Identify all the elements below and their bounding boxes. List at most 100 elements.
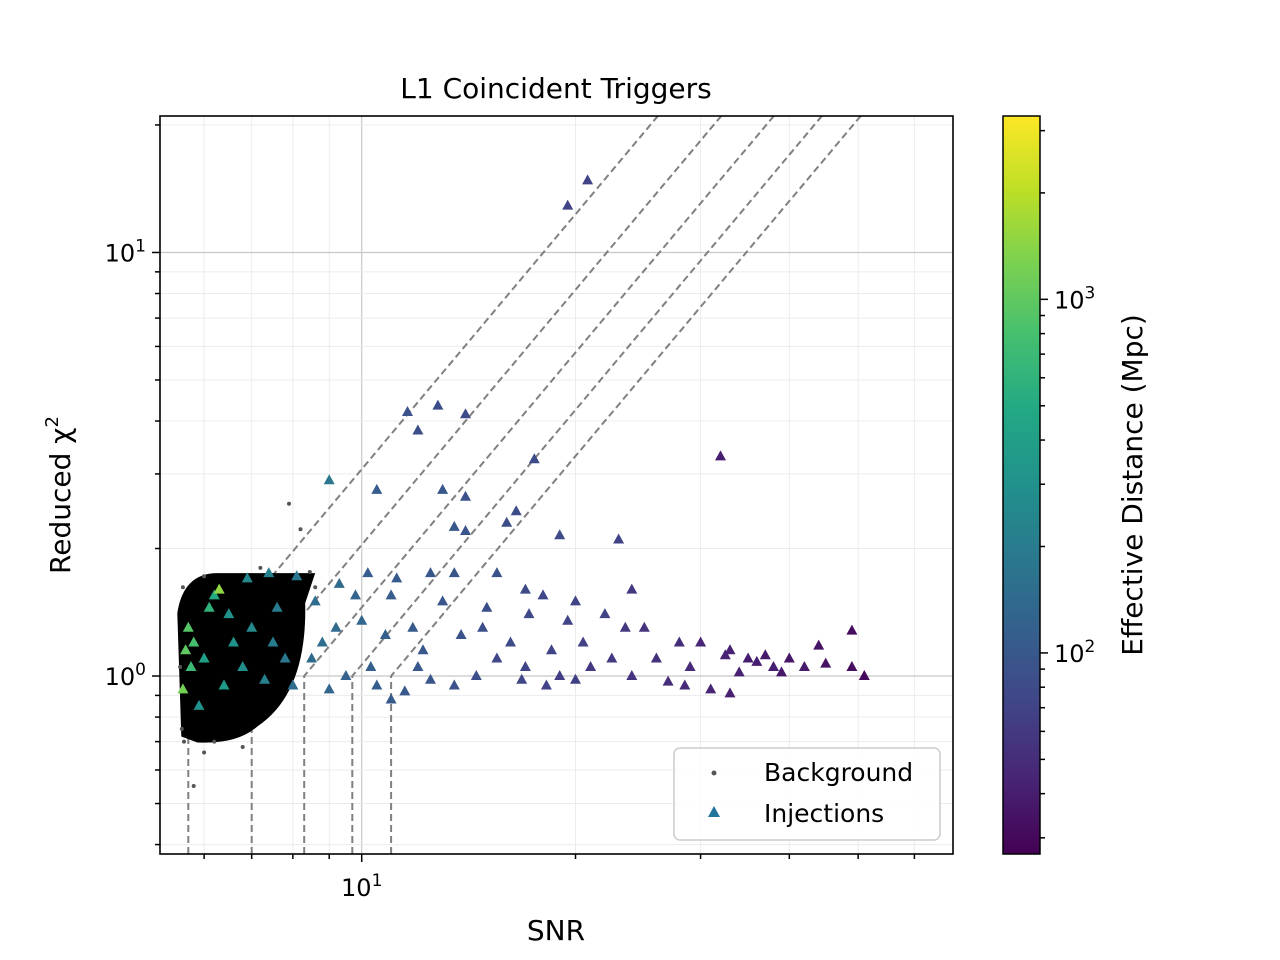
injection-point	[448, 567, 460, 578]
injection-point	[768, 661, 779, 671]
injection-point	[798, 661, 810, 671]
injection-point	[287, 679, 299, 690]
injection-point	[228, 636, 239, 647]
injection-point	[425, 673, 436, 684]
background-point	[182, 739, 186, 744]
injection-point	[481, 601, 493, 612]
injection-point	[695, 636, 707, 647]
injection-point	[776, 666, 787, 677]
y-tick-label: 101	[105, 236, 146, 267]
chart-title: L1 Coincident Triggers	[400, 72, 711, 105]
injection-point	[523, 608, 535, 619]
injection-point	[448, 679, 460, 690]
legend-label-background: Background	[764, 758, 913, 787]
background-density-blob	[177, 573, 316, 743]
injection-point	[846, 661, 858, 671]
injection-point	[813, 639, 825, 650]
injection-point	[330, 621, 342, 632]
injection-point	[679, 679, 691, 690]
injection-point	[460, 490, 471, 501]
injection-point	[724, 644, 736, 655]
injection-point	[519, 661, 531, 671]
injection-point	[501, 516, 513, 527]
background-point	[202, 750, 207, 755]
y-axis-title: Reduced χ2	[42, 416, 77, 574]
injection-point	[437, 595, 449, 606]
legend-marker-background	[711, 770, 717, 776]
injection-point	[751, 655, 763, 666]
injection-point	[582, 174, 594, 185]
injection-point	[719, 649, 731, 660]
injection-point	[783, 652, 795, 663]
injection-point	[554, 670, 566, 680]
injection-point	[437, 483, 449, 494]
injection-point	[309, 595, 321, 606]
contour-line	[303, 116, 776, 854]
injections-series	[177, 174, 870, 710]
injection-point	[638, 621, 650, 632]
colorbar	[1002, 115, 1041, 855]
injection-point	[208, 589, 220, 600]
injection-point	[858, 670, 870, 680]
injection-point	[626, 670, 638, 680]
injection-point	[316, 636, 328, 647]
x-axis-title: SNR	[527, 914, 585, 947]
injection-point	[705, 683, 717, 694]
colorbar-ticks: 102 103	[1040, 129, 1095, 839]
contour-line	[351, 116, 824, 854]
injection-point	[448, 520, 460, 531]
injection-point	[491, 567, 503, 578]
injection-point	[412, 424, 424, 435]
injection-point	[371, 679, 383, 690]
contour-line	[390, 116, 862, 854]
legend: Background Injections	[673, 747, 941, 841]
injection-point	[241, 572, 253, 583]
background-point	[258, 565, 263, 570]
background-point	[240, 745, 245, 749]
injection-point	[577, 636, 589, 647]
injection-point	[562, 614, 574, 625]
injection-point	[259, 673, 271, 684]
injection-point	[291, 570, 303, 581]
injection-point	[385, 589, 397, 600]
injection-point	[562, 199, 574, 210]
injection-point	[177, 683, 189, 694]
injection-point	[306, 652, 318, 663]
injection-point	[626, 583, 638, 594]
injection-point	[540, 679, 552, 690]
injection-point	[432, 399, 444, 410]
injection-point	[510, 505, 522, 516]
injection-point	[455, 629, 467, 639]
injection-point	[425, 567, 436, 578]
injection-point	[333, 577, 345, 588]
background-point	[180, 585, 185, 590]
background-point	[191, 784, 196, 788]
injection-point	[585, 661, 597, 671]
colorbar-tick-label: 102	[1054, 637, 1095, 668]
injection-point	[673, 636, 685, 647]
background-point	[212, 739, 217, 744]
injection-point	[662, 675, 674, 686]
injection-point	[365, 661, 377, 671]
injection-point	[362, 567, 374, 578]
injection-point	[477, 621, 489, 632]
grid	[160, 116, 953, 854]
injection-point	[350, 589, 361, 600]
injection-point	[356, 614, 368, 625]
injection-point	[267, 636, 279, 647]
injection-point	[554, 529, 566, 540]
injection-point	[180, 644, 192, 655]
y-tick-label: 100	[105, 660, 146, 691]
injection-point	[570, 673, 581, 684]
injection-point	[188, 636, 200, 647]
injection-point	[402, 406, 413, 416]
injection-point	[399, 685, 411, 696]
colorbar-title: Effective Distance (Mpc)	[1116, 314, 1149, 656]
background-point	[298, 527, 303, 532]
plot-frame	[159, 115, 954, 855]
background-point	[307, 570, 312, 574]
axis-ticks: 101 100 101	[105, 124, 916, 902]
background-point	[202, 574, 207, 579]
injection-point	[470, 670, 482, 680]
